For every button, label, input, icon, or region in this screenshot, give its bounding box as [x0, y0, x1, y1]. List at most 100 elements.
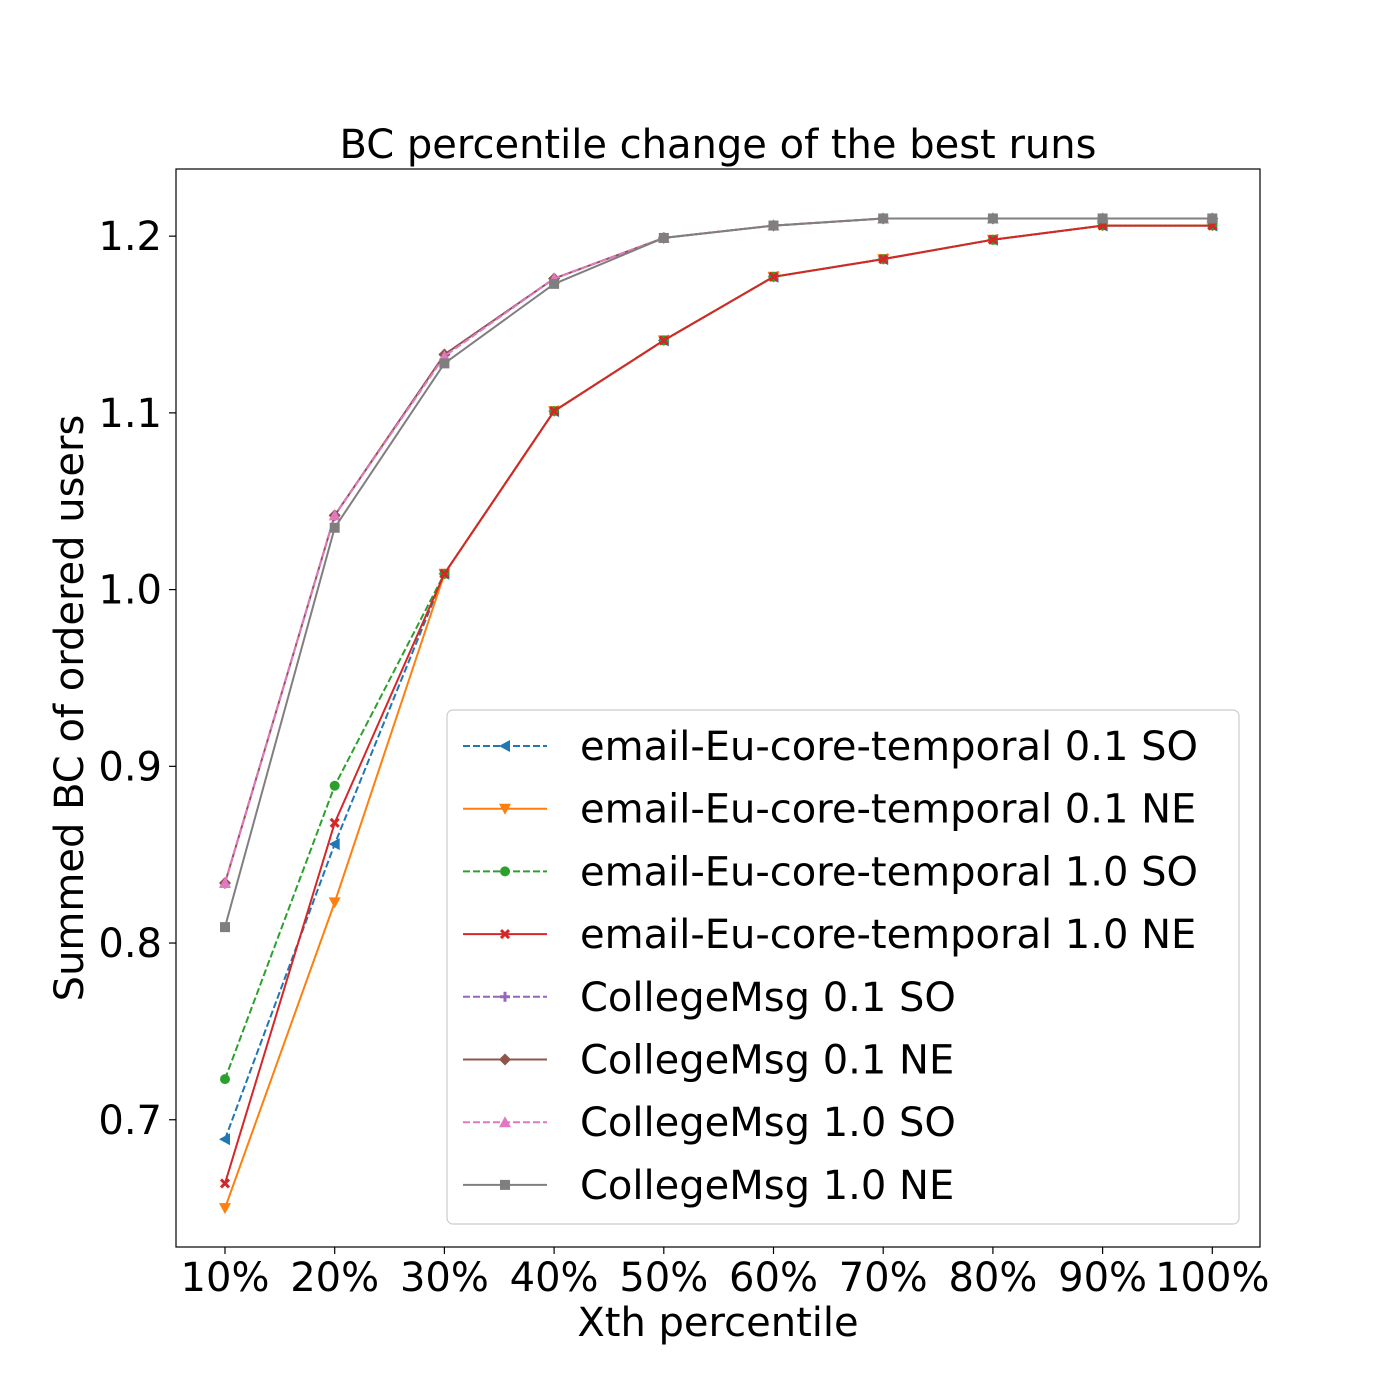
data-point [219, 1178, 231, 1189]
series-line [224, 217, 1213, 928]
data-point-shape [878, 213, 889, 224]
data-point [1207, 213, 1218, 224]
data-point [549, 406, 560, 417]
data-point-shape [219, 876, 231, 888]
y-tick-label: 0.8 [98, 921, 162, 967]
legend-label: CollegeMsg 1.0 NE [580, 1163, 954, 1209]
data-point [439, 568, 450, 579]
data-point-shape [987, 213, 998, 224]
data-point [768, 271, 779, 282]
legend-marker-shape [500, 991, 510, 1002]
data-point [328, 897, 341, 909]
data-point-shape [219, 1133, 230, 1146]
legend-marker [500, 866, 510, 877]
data-point [987, 213, 998, 224]
legend-box [446, 709, 1240, 1225]
data-point [549, 278, 560, 289]
x-tick-label: 80% [948, 1255, 1037, 1301]
data-point-shape [549, 278, 560, 289]
legend: email-Eu-core-temporal 0.1 SO email-Eu-co… [446, 709, 1240, 1225]
legend-marker [499, 1053, 511, 1066]
legend-entry: CollegeMsg 1.0 NE [463, 1163, 954, 1209]
data-point-shape [439, 568, 450, 579]
legend-entry: email-Eu-core-temporal 0.1 SO [463, 724, 1198, 770]
plot-area [219, 212, 1219, 1215]
x-tick-label: 20% [290, 1255, 379, 1301]
x-axis-label: Xth percentile [577, 1300, 858, 1346]
legend-marker [500, 1179, 510, 1190]
legend-marker [499, 929, 511, 940]
data-point-shape [1207, 213, 1218, 224]
data-point [329, 780, 340, 791]
data-point-shape [439, 358, 450, 369]
legend-label: CollegeMsg 0.1 NE [580, 1038, 954, 1084]
y-tick-label: 1.1 [98, 391, 162, 437]
data-point-shape [768, 220, 779, 231]
data-point-shape [658, 232, 669, 243]
legend-marker [500, 991, 510, 1002]
data-point-shape [328, 509, 341, 521]
legend-marker-shape [499, 929, 511, 940]
data-point [219, 876, 231, 888]
legend-label: email-Eu-core-temporal 1.0 NE [580, 912, 1196, 958]
legend-entry: email-Eu-core-temporal 1.0 SO [463, 849, 1198, 895]
x-tick-label: 100% [1155, 1255, 1269, 1301]
series-line [224, 224, 1213, 1184]
data-point [328, 509, 341, 521]
data-point [878, 213, 889, 224]
legend-entry: email-Eu-core-temporal 1.0 NE [463, 912, 1196, 958]
data-point-shape [878, 254, 889, 265]
y-tick-label: 0.7 [98, 1098, 162, 1144]
data-point-shape [329, 780, 340, 791]
x-axis: 10% 20% 30% 40% 50% 60% 70% 80% 90% 100% [181, 1247, 1269, 1301]
data-point [329, 522, 340, 533]
legend-entry: CollegeMsg 0.1 NE [463, 1038, 954, 1084]
data-point-shape [1097, 213, 1108, 224]
legend-marker [499, 740, 510, 752]
legend-entry: CollegeMsg 1.0 SO [463, 1100, 956, 1146]
data-point [768, 220, 779, 231]
data-point [987, 234, 998, 245]
legend-entry: CollegeMsg 0.1 SO [463, 975, 956, 1021]
y-axis-label: Summed BC of ordered users [47, 415, 93, 1002]
legend-marker-shape [499, 803, 511, 815]
x-tick-label: 70% [839, 1255, 928, 1301]
legend-marker [499, 803, 511, 815]
y-tick-label: 0.9 [98, 744, 162, 790]
legend-label: email-Eu-core-temporal 0.1 SO [580, 724, 1198, 770]
legend-marker-shape [500, 1179, 510, 1190]
legend-entry: email-Eu-core-temporal 0.1 NE [463, 787, 1196, 833]
legend-marker-shape [500, 866, 510, 877]
legend-marker-shape [499, 740, 510, 752]
x-tick-label: 40% [510, 1255, 599, 1301]
data-point [220, 922, 230, 933]
data-point-shape [220, 1074, 230, 1085]
data-point-shape [549, 406, 560, 417]
data-point-shape [219, 1178, 231, 1189]
series-8 [220, 213, 1218, 933]
y-axis: 0.7 0.8 0.9 1.0 1.1 1.2 [98, 214, 176, 1144]
data-point-shape [658, 335, 669, 346]
x-tick-label: 60% [729, 1255, 818, 1301]
legend-label: CollegeMsg 0.1 SO [580, 975, 956, 1021]
x-tick-label: 90% [1058, 1255, 1147, 1301]
axes-frame [175, 168, 1261, 1248]
legend-label: email-Eu-core-temporal 1.0 SO [580, 849, 1198, 895]
x-tick-label: 30% [400, 1255, 489, 1301]
data-point [219, 1203, 231, 1215]
data-point [220, 1074, 230, 1085]
data-point [658, 335, 669, 346]
legend-marker-shape [499, 1116, 511, 1128]
x-tick-label: 10% [181, 1255, 270, 1301]
data-point [1097, 213, 1108, 224]
data-point [328, 838, 340, 851]
data-point-shape [329, 522, 340, 533]
x-tick-label: 50% [619, 1255, 708, 1301]
legend-label: email-Eu-core-temporal 0.1 NE [580, 787, 1196, 833]
legend-marker [499, 1116, 511, 1128]
data-point [878, 254, 889, 265]
data-point [658, 232, 669, 243]
y-tick-label: 1.2 [98, 214, 162, 260]
data-point-shape [328, 838, 340, 851]
